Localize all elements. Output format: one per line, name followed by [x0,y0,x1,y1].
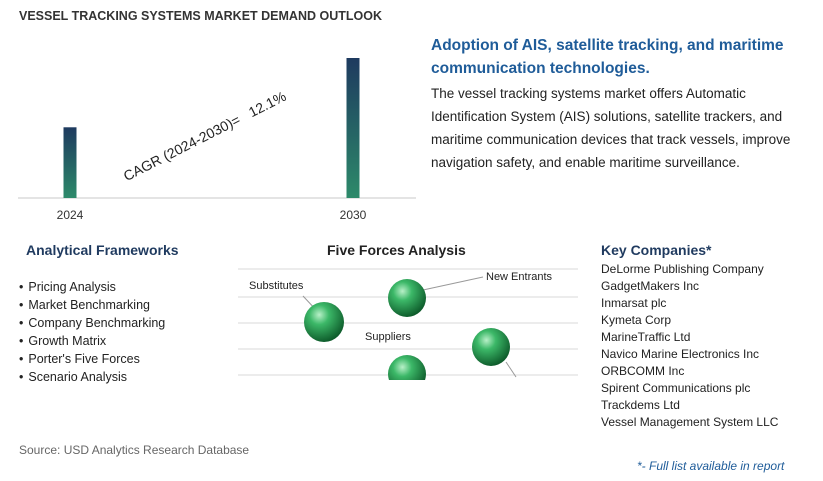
framework-item: Company Benchmarking [19,314,165,332]
company-item: GadgetMakers Inc [601,279,700,293]
connector-line [422,276,484,291]
force-sphere [472,328,510,366]
company-item: MarineTraffic Ltd [601,330,691,344]
bar-2024 [63,127,77,198]
company-item: Spirent Communications plc [601,381,751,395]
framework-item: Market Benchmarking [19,296,165,314]
companies-list: DeLorme Publishing Company GadgetMakers … [601,261,778,431]
force-sphere [304,302,344,342]
companies-title: Key Companies* [601,242,712,258]
five-forces-title: Five Forces Analysis [327,242,466,258]
company-item: DeLorme Publishing Company [601,262,764,276]
bar-chart: 2024 2030 [18,58,416,222]
company-item: Vessel Management System LLC [601,415,779,429]
footnote: *- Full list available in report [637,459,785,473]
company-item: Trackdems Ltd [601,398,680,412]
headline: Adoption of AIS, satellite tracking, and… [431,37,784,77]
source-note: Source: USD Analytics Research Database [19,443,250,457]
framework-item: Scenario Analysis [19,368,165,386]
framework-item: Porter's Five Forces [19,350,165,368]
x-tick-label: 2030 [340,208,367,222]
force-label-substitutes: Substitutes [249,280,304,292]
x-tick-label: 2024 [57,208,84,222]
description: The vessel tracking systems market offer… [431,86,791,170]
bar-2030 [346,58,360,198]
force-label-new-entrants: New Entrants [486,271,553,283]
frameworks-title: Analytical Frameworks [26,242,179,258]
connector-line [505,361,517,378]
force-label-suppliers: Suppliers [365,331,411,343]
company-item: Kymeta Corp [601,313,672,327]
frameworks-list: Pricing Analysis Market Benchmarking Com… [19,278,165,386]
five-forces-diagram: Substitutes New Entrants Suppliers [238,268,578,380]
company-item: Inmarsat plc [601,296,667,310]
framework-item: Pricing Analysis [19,278,165,296]
force-sphere [388,355,426,380]
chart-title: VESSEL TRACKING SYSTEMS MARKET DEMAND OU… [19,9,382,23]
framework-item: Growth Matrix [19,332,165,350]
force-sphere [388,279,426,317]
company-item: ORBCOMM Inc [601,364,685,378]
company-item: Navico Marine Electronics Inc [601,347,760,361]
